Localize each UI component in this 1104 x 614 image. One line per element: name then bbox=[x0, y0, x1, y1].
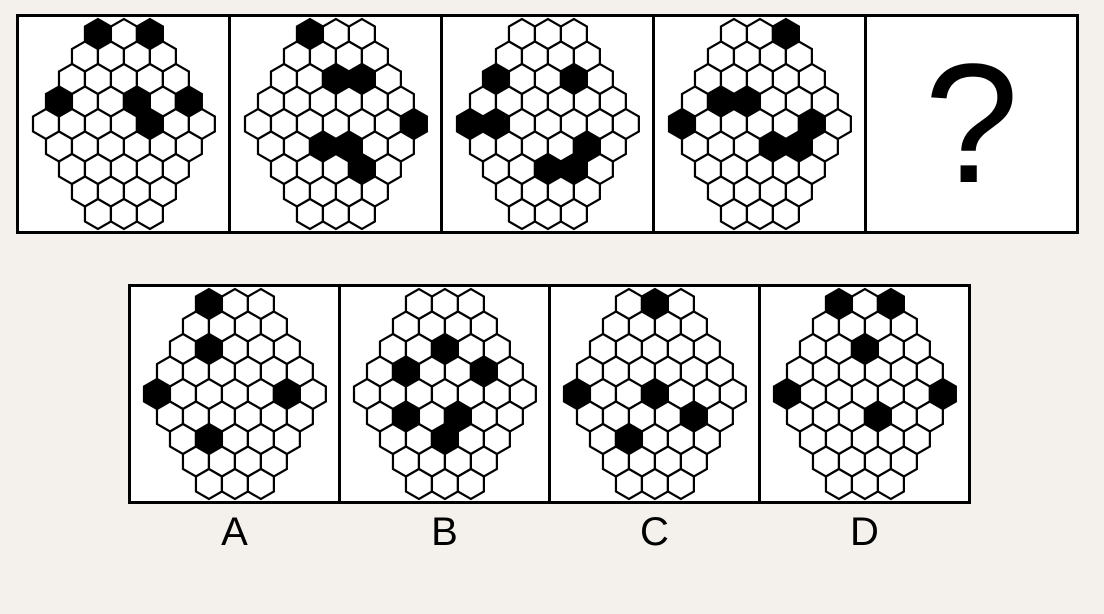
hex-cell bbox=[348, 199, 374, 229]
option-label-d: D bbox=[758, 510, 971, 555]
sequence-cell bbox=[16, 14, 231, 234]
hex-cell bbox=[85, 199, 111, 229]
hex-cell bbox=[221, 469, 247, 499]
option-labels: ABCD bbox=[128, 510, 971, 555]
hex-cell bbox=[877, 469, 903, 499]
hex-cell bbox=[509, 199, 535, 229]
hex-cell bbox=[826, 469, 852, 499]
hex-cell bbox=[297, 199, 323, 229]
hex-cell bbox=[721, 199, 747, 229]
hex-cell bbox=[641, 469, 667, 499]
hex-cell bbox=[406, 469, 432, 499]
question-mark: ? bbox=[924, 39, 1019, 209]
option-cell-d[interactable] bbox=[758, 284, 971, 504]
hex-cell bbox=[772, 199, 798, 229]
sequence-cell bbox=[652, 14, 867, 234]
sequence-cell bbox=[228, 14, 443, 234]
hex-cell bbox=[322, 199, 348, 229]
hex-cell bbox=[196, 469, 222, 499]
sequence-cell-question: ? bbox=[864, 14, 1079, 234]
hex-cell bbox=[616, 469, 642, 499]
hex-cell bbox=[560, 199, 586, 229]
hex-cell bbox=[851, 469, 877, 499]
option-cell-c[interactable] bbox=[548, 284, 761, 504]
hex-cell bbox=[667, 469, 693, 499]
option-cell-b[interactable] bbox=[338, 284, 551, 504]
hex-cell bbox=[534, 199, 560, 229]
options-row bbox=[128, 284, 971, 504]
sequence-cell bbox=[440, 14, 655, 234]
option-label-c: C bbox=[548, 510, 761, 555]
hex-cell bbox=[457, 469, 483, 499]
hex-cell bbox=[746, 199, 772, 229]
option-cell-a[interactable] bbox=[128, 284, 341, 504]
hex-cell bbox=[136, 199, 162, 229]
sequence-row: ? bbox=[16, 14, 1079, 234]
option-label-a: A bbox=[128, 510, 341, 555]
hex-cell bbox=[247, 469, 273, 499]
hex-cell bbox=[431, 469, 457, 499]
option-label-b: B bbox=[338, 510, 551, 555]
puzzle-page: ? ABCD bbox=[0, 0, 1104, 614]
hex-cell bbox=[110, 199, 136, 229]
